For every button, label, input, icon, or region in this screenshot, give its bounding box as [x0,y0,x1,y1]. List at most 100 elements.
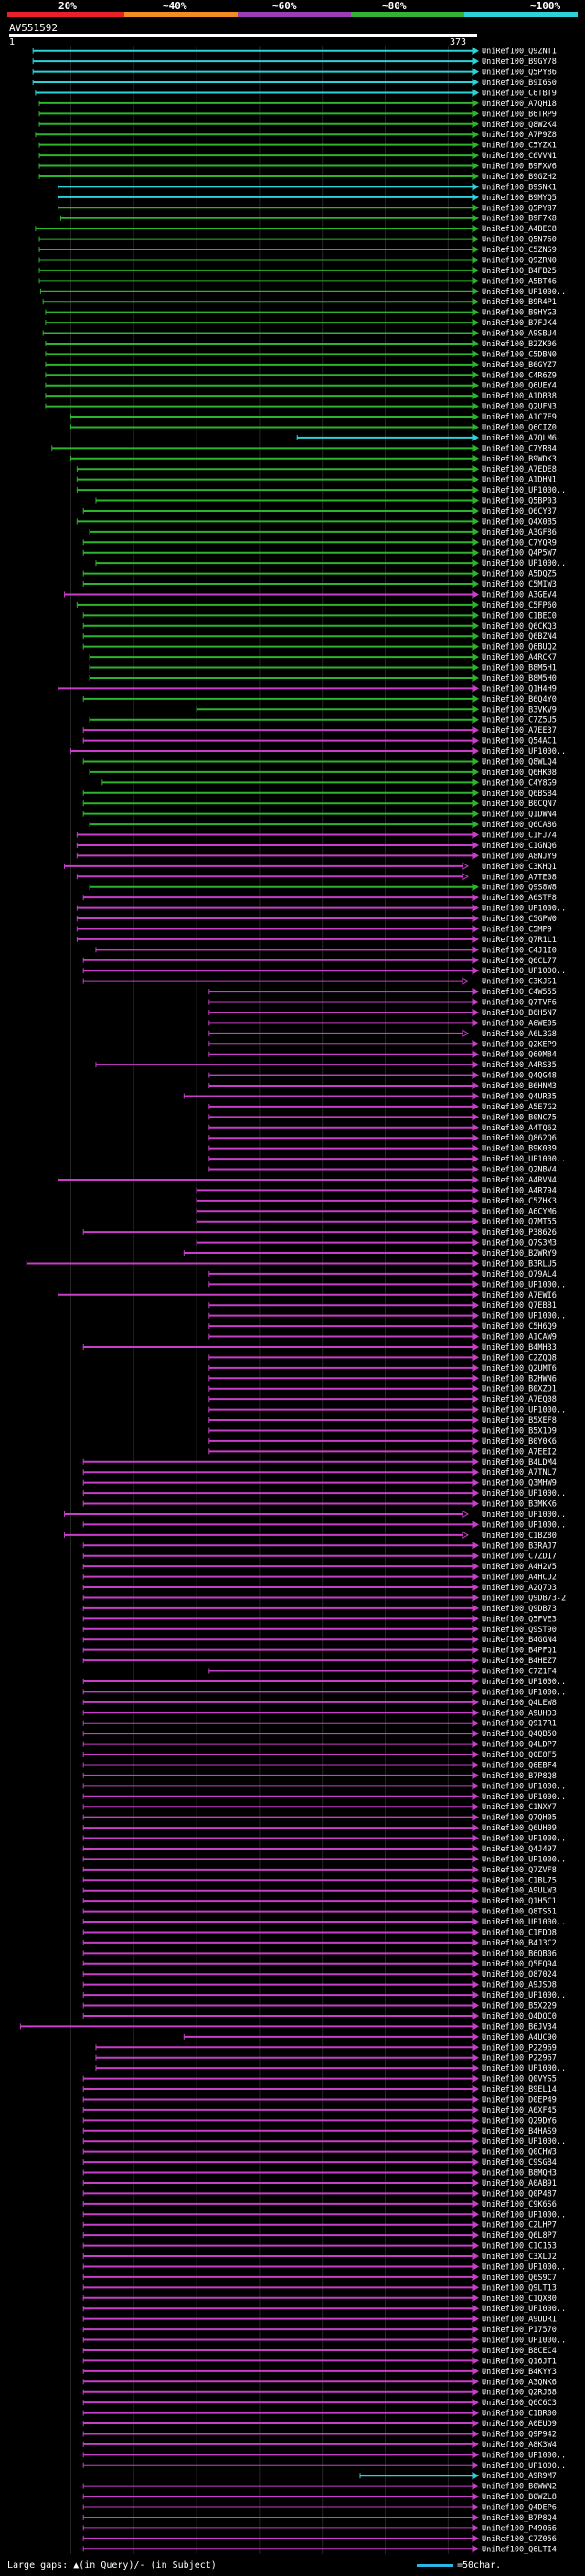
hit-label[interactable]: UniRef100_B6H5N7 [482,1009,557,1018]
hit-row[interactable]: UniRef100_A3GEV4 [64,590,557,599]
hit-row[interactable]: UniRef100_A3GF86 [89,527,557,537]
hit-row[interactable]: UniRef100_Q5FVE3 [82,1614,557,1624]
hit-row[interactable]: UniRef100_C5ZNS9 [38,245,557,255]
hit-label[interactable]: UniRef100_Q862Q6 [482,1134,557,1143]
hit-label[interactable]: UniRef100_C3KJS1 [482,978,557,987]
hit-label[interactable]: UniRef100_A9UDR1 [482,2316,557,2325]
hit-row[interactable]: UniRef100_B2HWN6 [208,1373,557,1383]
hit-label[interactable]: UniRef100_A7P9Z8 [482,131,557,140]
hit-row[interactable]: UniRef100_Q6CKQ3 [82,621,557,631]
hit-label[interactable]: UniRef100_D0EP49 [482,2095,557,2104]
hit-row[interactable]: UniRef100_P22969 [95,2042,557,2052]
hit-label[interactable]: UniRef100_B6QB06 [482,1949,557,1958]
hit-row[interactable]: UniRef100_B4KYY3 [82,2367,557,2377]
hit-row[interactable]: UniRef100_UP1000.. [69,747,566,757]
hit-row[interactable]: UniRef100_C1BL75 [82,1875,557,1885]
hit-label[interactable]: UniRef100_Q5BP03 [482,497,557,506]
hit-row[interactable]: UniRef100_C6TBT9 [35,89,557,98]
hit-row[interactable]: UniRef100_Q2RJ68 [82,2388,557,2398]
hit-row[interactable]: UniRef100_C1C153 [82,2242,557,2252]
hit-row[interactable]: UniRef100_UP1000.. [82,1792,566,1802]
hit-row[interactable]: UniRef100_Q9S8W8 [89,883,557,893]
hit-label[interactable]: UniRef100_A7EDE8 [482,465,557,474]
hit-row[interactable]: UniRef100_B4FB25 [38,266,557,276]
hit-row[interactable]: UniRef100_C5MIW3 [82,579,557,589]
hit-label[interactable]: UniRef100_A4RCK7 [482,653,557,663]
hit-row[interactable]: UniRef100_C9K6S6 [82,2200,557,2210]
hit-row[interactable]: UniRef100_Q4UR35 [183,1092,557,1101]
hit-row[interactable]: UniRef100_UP1000.. [82,1677,566,1687]
hit-label[interactable]: UniRef100_Q7S3M3 [482,1239,557,1248]
hit-row[interactable]: UniRef100_A4H2V5 [82,1562,557,1572]
hit-label[interactable]: UniRef100_Q54AC1 [482,737,557,747]
hit-row[interactable]: UniRef100_B9EL14 [82,2084,557,2094]
hit-label[interactable]: UniRef100_B4KYY3 [482,2368,557,2377]
hit-label[interactable]: UniRef100_A3GEV4 [482,590,557,599]
hit-label[interactable]: UniRef100_UP1000.. [482,1793,566,1802]
hit-row[interactable]: UniRef100_Q7S3M3 [196,1238,557,1248]
hit-row[interactable]: UniRef100_Q7ZVF8 [82,1865,557,1875]
hit-row[interactable]: UniRef100_A6STF8 [82,893,557,903]
hit-row[interactable]: UniRef100_B6Q4Y0 [82,694,557,705]
hit-row[interactable]: UniRef100_Q7MT55 [196,1217,557,1227]
hit-label[interactable]: UniRef100_C5YZX1 [482,142,557,151]
hit-row[interactable]: UniRef100_Q7EBB1 [208,1300,557,1310]
hit-label[interactable]: UniRef100_B4MH33 [482,1343,557,1352]
hit-row[interactable]: UniRef100_Q0P487 [82,2189,557,2199]
hit-row[interactable]: UniRef100_UP1000.. [82,1781,566,1791]
hit-row[interactable]: UniRef100_UP1000.. [208,1154,566,1164]
hit-row[interactable]: UniRef100_B0WZL8 [82,2492,557,2502]
hit-label[interactable]: UniRef100_Q6C6C3 [482,2399,557,2408]
hit-label[interactable]: UniRef100_Q0CHW3 [482,2148,557,2157]
hit-row[interactable]: UniRef100_B5X229 [82,2001,557,2011]
hit-row[interactable]: UniRef100_Q0VYS5 [82,2074,557,2084]
hit-label[interactable]: UniRef100_A6XF45 [482,2106,557,2115]
hit-label[interactable]: UniRef100_UP1000.. [482,288,566,297]
hit-row[interactable]: UniRef100_UP1000.. [64,1510,567,1520]
hit-row[interactable]: UniRef100_Q5PY87 [58,203,557,213]
hit-row[interactable]: UniRef100_A9SBU4 [42,329,557,339]
hit-row[interactable]: UniRef100_B4HAS9 [82,2126,557,2136]
hit-label[interactable]: UniRef100_B7FJK4 [482,319,557,328]
hit-row[interactable]: UniRef100_B0WWN2 [82,2482,557,2492]
hit-row[interactable]: UniRef100_B9GY78 [32,57,557,67]
hit-label[interactable]: UniRef100_Q9ZRN0 [482,256,557,265]
hit-label[interactable]: UniRef100_Q4P5W7 [482,549,557,558]
hit-row[interactable]: UniRef100_Q6C6C3 [82,2398,557,2408]
hit-row[interactable]: UniRef100_B5XEF8 [208,1415,557,1426]
hit-row[interactable]: UniRef100_Q6HK08 [89,768,557,778]
hit-label[interactable]: UniRef100_Q6BZN4 [482,632,557,641]
hit-label[interactable]: UniRef100_Q9LT13 [482,2284,557,2293]
hit-label[interactable]: UniRef100_A7EE37 [482,726,557,736]
hit-row[interactable]: UniRef100_B4LDM4 [82,1458,557,1468]
hit-row[interactable]: UniRef100_A9R9M7 [359,2471,557,2481]
hit-row[interactable]: UniRef100_UP1000.. [82,1489,566,1499]
hit-row[interactable]: UniRef100_UP1000.. [208,1279,566,1289]
hit-row[interactable]: UniRef100_UP1000.. [76,904,566,914]
hit-row[interactable]: UniRef100_A4TQ62 [208,1123,557,1133]
hit-row[interactable]: UniRef100_P22967 [95,2053,557,2063]
hit-row[interactable]: UniRef100_Q4X0B5 [76,517,557,526]
hit-label[interactable]: UniRef100_C4J1I0 [482,946,557,955]
hit-row[interactable]: UniRef100_UP1000.. [82,2136,566,2147]
hit-row[interactable]: UniRef100_B7FJK4 [45,318,557,328]
hit-row[interactable]: UniRef100_P49066 [82,2524,557,2533]
hit-row[interactable]: UniRef100_D0EP49 [82,2095,557,2104]
hit-row[interactable]: UniRef100_Q4P5W7 [82,548,557,558]
hit-row[interactable]: UniRef100_A7TNL7 [82,1468,557,1478]
hit-label[interactable]: UniRef100_C1C153 [482,2242,557,2252]
hit-label[interactable]: UniRef100_A9R9M7 [482,2472,557,2481]
hit-label[interactable]: UniRef100_Q7QH05 [482,1814,557,1823]
hit-row[interactable]: UniRef100_UP1000.. [39,287,566,297]
hit-row[interactable]: UniRef100_A1C7E9 [69,412,557,422]
hit-label[interactable]: UniRef100_A4RS35 [482,1061,557,1070]
hit-row[interactable]: UniRef100_Q79AL4 [208,1269,557,1279]
hit-label[interactable]: UniRef100_C5MIW3 [482,580,557,589]
hit-row[interactable]: UniRef100_A7QH18 [38,99,557,109]
hit-row[interactable]: UniRef100_A7P9Z8 [35,130,557,140]
hit-label[interactable]: UniRef100_Q4UR35 [482,1092,557,1101]
hit-label[interactable]: UniRef100_A9UHD3 [482,1709,557,1718]
hit-row[interactable]: UniRef100_B9I6S0 [32,78,557,88]
hit-label[interactable]: UniRef100_C7Z1F4 [482,1668,557,1677]
hit-row[interactable]: UniRef100_C5GPW0 [76,914,557,924]
